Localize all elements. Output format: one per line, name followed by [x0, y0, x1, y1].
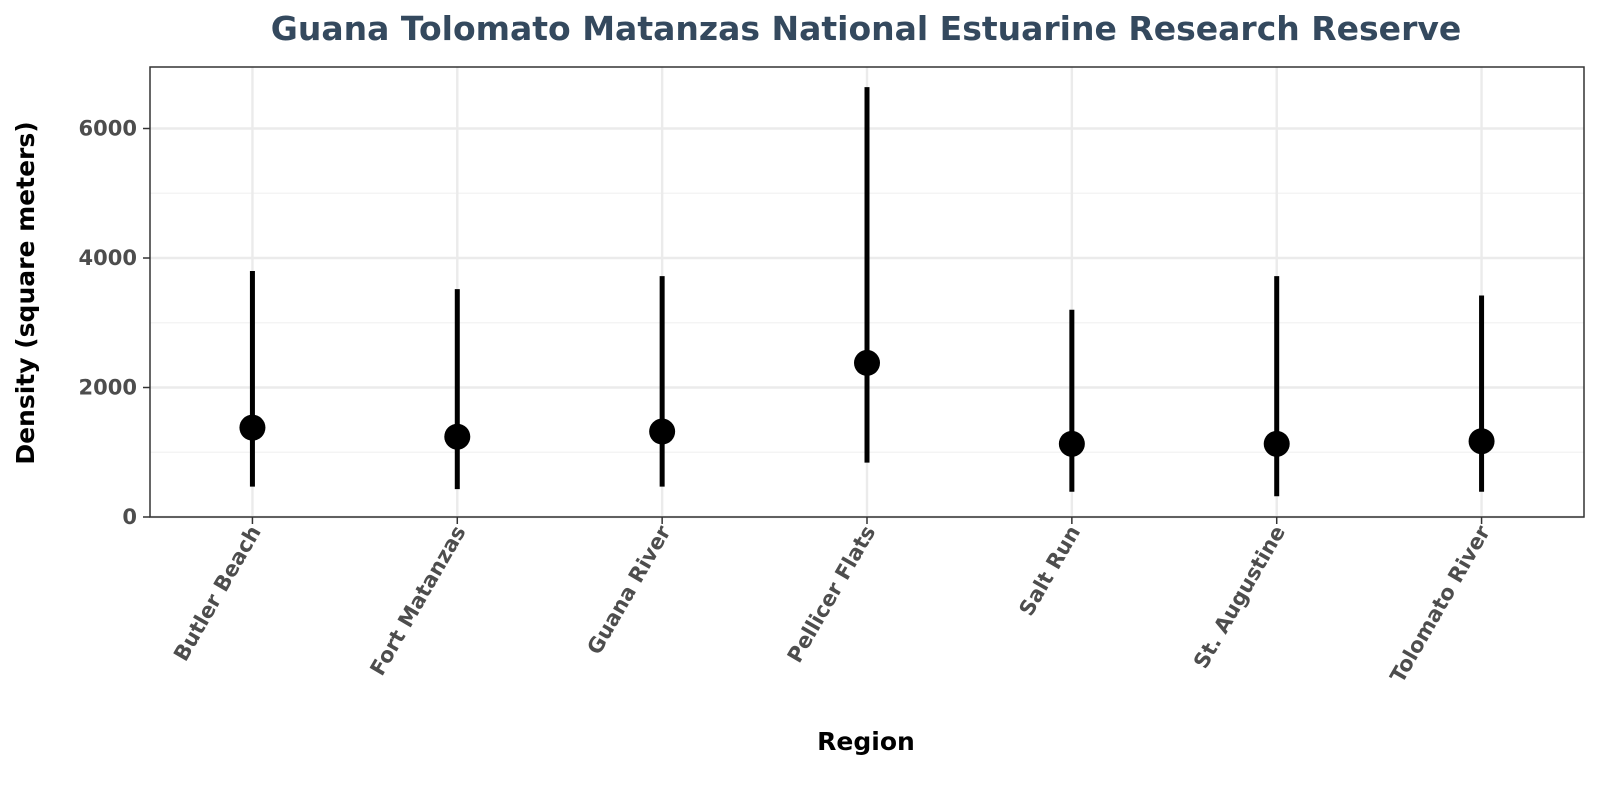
- data-marks: [239, 87, 1495, 497]
- x-tick-label: Pellicer Flats: [783, 522, 881, 667]
- x-tick-label: Butler Beach: [169, 522, 266, 666]
- axis-ticks: 0 2000 4000 6000 Butler Beach Fort Matanzas Gu…: [79, 117, 1496, 687]
- chart-title: Guana Tolomato Matanzas National Estuari…: [271, 9, 1461, 48]
- y-tick-label: 6000: [79, 117, 137, 141]
- x-axis-title: Region: [817, 727, 915, 756]
- data-point: [649, 418, 676, 445]
- y-tick-label: 0: [122, 505, 137, 529]
- data-point: [1058, 430, 1085, 457]
- data-point: [854, 349, 880, 376]
- data-point: [444, 423, 471, 450]
- x-tick-label: Fort Matanzas: [365, 522, 470, 680]
- data-point: [1263, 430, 1290, 457]
- x-tick-label: St. Augustine: [1189, 522, 1290, 673]
- y-axis-title: Density (square meters): [11, 121, 40, 464]
- data-point: [1468, 428, 1495, 455]
- x-tick-label: Guana River: [582, 521, 675, 659]
- x-tick-label: Tolomato River: [1386, 521, 1496, 687]
- x-tick-label: Salt Run: [1014, 522, 1085, 621]
- data-point: [239, 414, 266, 441]
- y-tick-label: 4000: [79, 246, 137, 270]
- y-tick-label: 2000: [79, 376, 137, 400]
